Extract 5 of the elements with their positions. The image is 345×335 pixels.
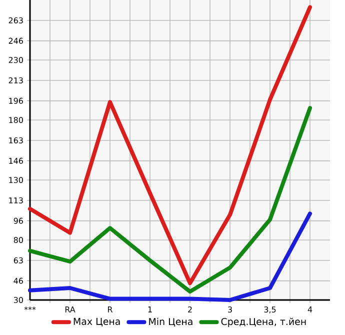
legend-label: Min Цена	[149, 318, 192, 326]
line-series	[28, 5, 312, 286]
line-series	[28, 106, 312, 294]
legend-label: Max Цена	[74, 318, 120, 326]
legend-label: Сред.Цена, т.йен	[221, 318, 306, 327]
